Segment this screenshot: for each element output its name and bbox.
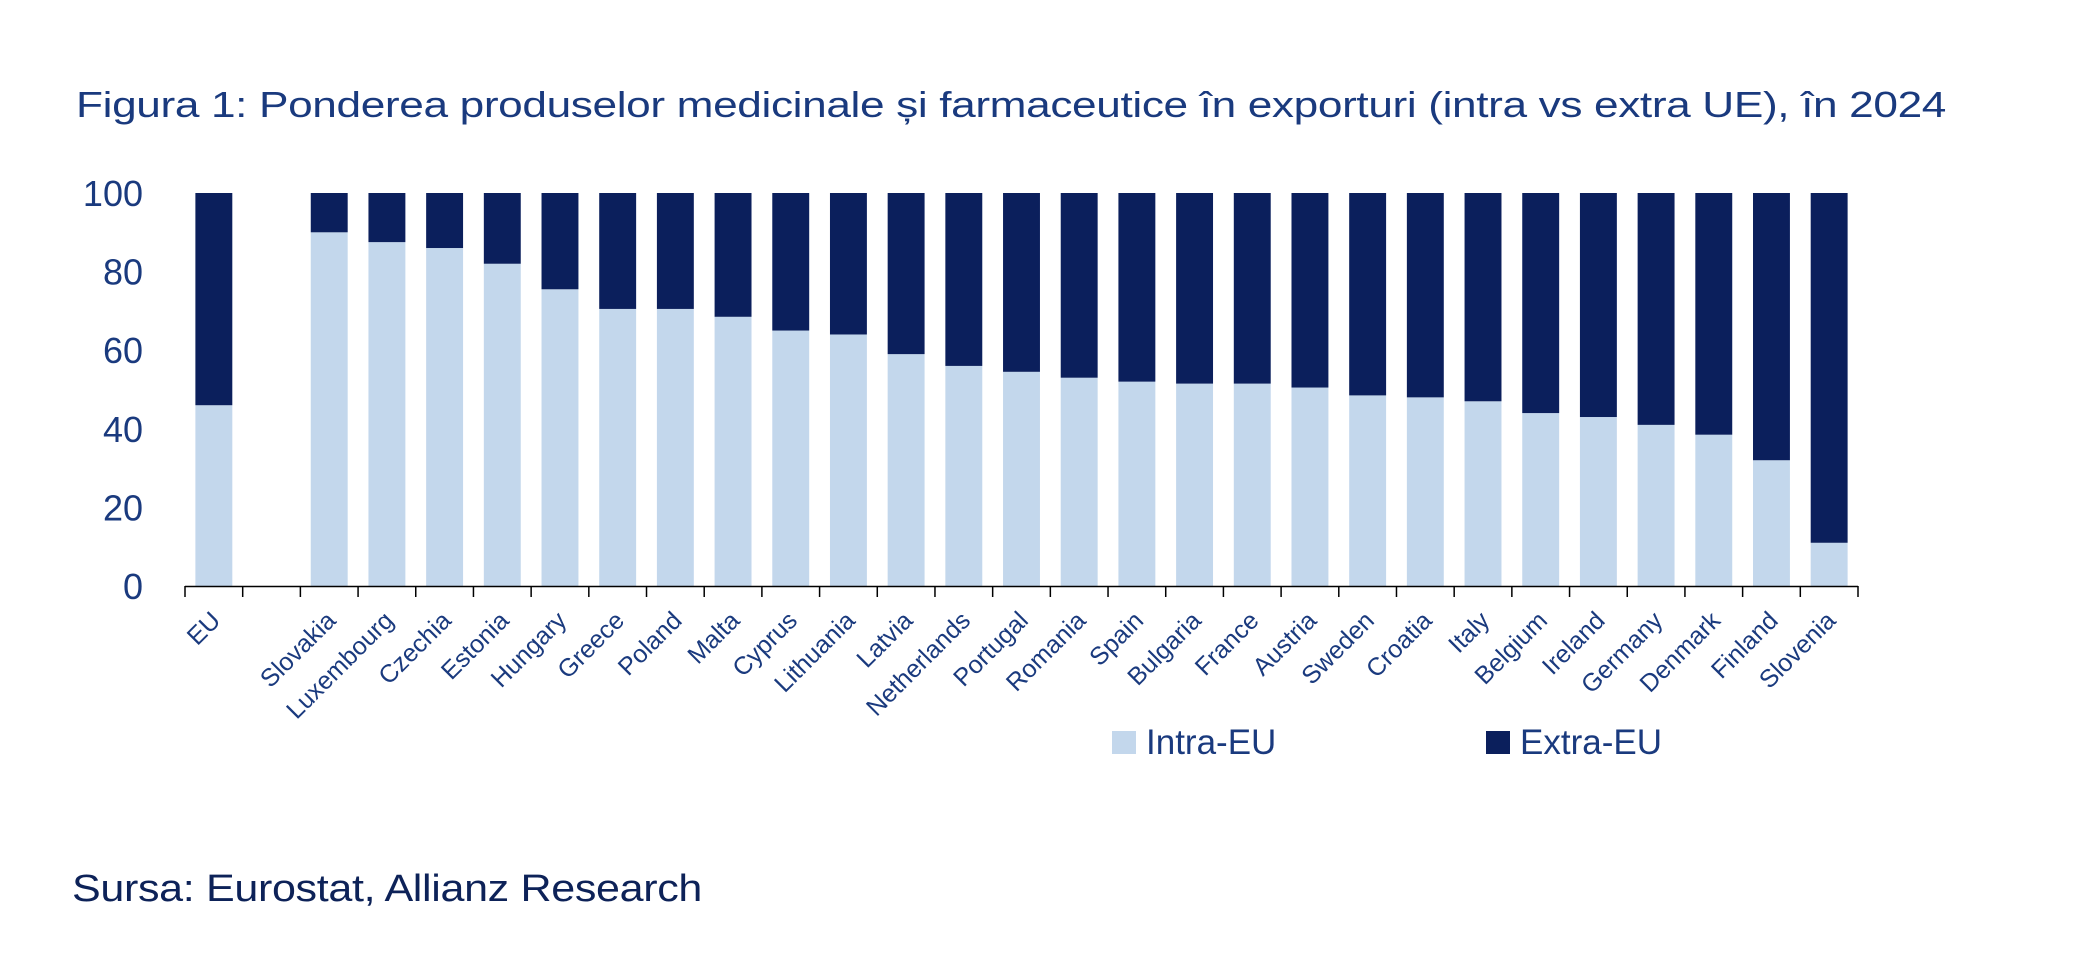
bar-intra-eu-poland: [656, 308, 694, 586]
bar-extra-eu-bulgaria: [1176, 193, 1214, 384]
y-tick-label: 60: [103, 330, 143, 371]
bar-intra-eu-croatia: [1406, 397, 1444, 586]
bar-extra-eu-austria: [1291, 193, 1329, 388]
bar-extra-eu-slovenia: [1810, 193, 1848, 543]
bar-extra-eu-france: [1233, 193, 1271, 384]
bar-intra-eu-latvia: [887, 354, 925, 586]
legend: Intra-EU Extra-EU: [1112, 723, 1662, 762]
bar-extra-eu-eu: [195, 193, 233, 406]
x-tick-label: Poland: [613, 606, 688, 681]
x-axis: [184, 585, 1859, 597]
bar-extra-eu-cyprus: [772, 193, 810, 331]
bar-intra-eu-portugal: [1003, 371, 1040, 586]
bar-extra-eu-sweden: [1349, 193, 1387, 396]
bar-intra-eu-ireland: [1579, 417, 1617, 586]
bar-intra-eu-austria: [1291, 387, 1329, 586]
bar-intra-eu-bulgaria: [1176, 383, 1214, 586]
bar-intra-eu-finland: [1753, 460, 1790, 586]
bar-extra-eu-italy: [1464, 193, 1502, 402]
chart-title: Figura 1: Ponderea produselor medicinale…: [76, 84, 1946, 125]
x-tick-label: Croatia: [1361, 606, 1438, 683]
legend-label-extra-eu: Extra-EU: [1520, 723, 1662, 762]
y-tick-label: 80: [103, 252, 143, 293]
bar-extra-eu-romania: [1060, 193, 1098, 378]
bar-intra-eu-spain: [1118, 381, 1156, 586]
x-axis-labels: EU SlovakiaLuxembourgCzechiaEstoniaHungar…: [182, 606, 1842, 724]
bar-extra-eu-lithuania: [829, 193, 867, 335]
bar-extra-eu-czechia: [426, 193, 464, 249]
legend-swatch-intra-eu: [1112, 731, 1136, 754]
y-axis-labels: 0 20 40 60 80 100: [83, 173, 143, 607]
bar-extra-eu-denmark: [1695, 193, 1733, 435]
bar-intra-eu-greece: [599, 308, 637, 586]
bar-extra-eu-belgium: [1522, 193, 1560, 414]
bar-intra-eu-czechia: [426, 248, 464, 586]
bar-intra-eu-eu: [195, 405, 233, 586]
bar-extra-eu-estonia: [483, 193, 521, 264]
legend-swatch-extra-eu: [1486, 731, 1510, 754]
bar-intra-eu-germany: [1637, 424, 1675, 586]
bar-intra-eu-romania: [1060, 377, 1098, 586]
bar-intra-eu-lithuania: [829, 334, 867, 586]
bar-extra-eu-luxembourg: [368, 193, 406, 243]
y-tick-label: 40: [103, 409, 143, 450]
bar-extra-eu-malta: [714, 193, 752, 317]
bar-intra-eu-slovenia: [1810, 542, 1848, 586]
bar-extra-eu-poland: [656, 193, 694, 309]
bar-intra-eu-estonia: [483, 263, 521, 586]
x-tick-label: France: [1190, 606, 1265, 681]
y-tick-label: 20: [103, 487, 143, 528]
x-tick-label: EU: [182, 606, 226, 650]
bar-intra-eu-hungary: [541, 289, 579, 586]
bar-intra-eu-denmark: [1695, 434, 1733, 586]
legend-label-intra-eu: Intra-EU: [1146, 723, 1276, 762]
bar-extra-eu-ireland: [1579, 193, 1617, 418]
bar-extra-eu-spain: [1118, 193, 1156, 382]
bar-intra-eu-cyprus: [772, 330, 810, 586]
bar-intra-eu-malta: [714, 316, 752, 586]
source-note: Sursa: Eurostat, Allianz Research: [72, 868, 702, 910]
bars: [195, 193, 1848, 587]
bar-extra-eu-slovakia: [310, 193, 348, 233]
bar-intra-eu-france: [1233, 383, 1271, 586]
bar-intra-eu-netherlands: [945, 365, 983, 586]
bar-extra-eu-hungary: [541, 193, 579, 290]
bar-extra-eu-greece: [599, 193, 637, 309]
bar-intra-eu-slovakia: [310, 232, 348, 587]
bar-extra-eu-germany: [1637, 193, 1675, 425]
bar-intra-eu-belgium: [1522, 413, 1560, 586]
bar-intra-eu-luxembourg: [368, 242, 406, 586]
bar-extra-eu-latvia: [887, 193, 925, 355]
bar-extra-eu-portugal: [1003, 193, 1040, 372]
bar-extra-eu-netherlands: [945, 193, 983, 366]
bar-extra-eu-finland: [1753, 193, 1790, 461]
bar-intra-eu-sweden: [1349, 395, 1387, 586]
y-tick-label: 0: [123, 566, 143, 607]
bar-intra-eu-italy: [1464, 401, 1502, 586]
bar-extra-eu-croatia: [1406, 193, 1444, 398]
y-tick-label: 100: [83, 173, 143, 214]
